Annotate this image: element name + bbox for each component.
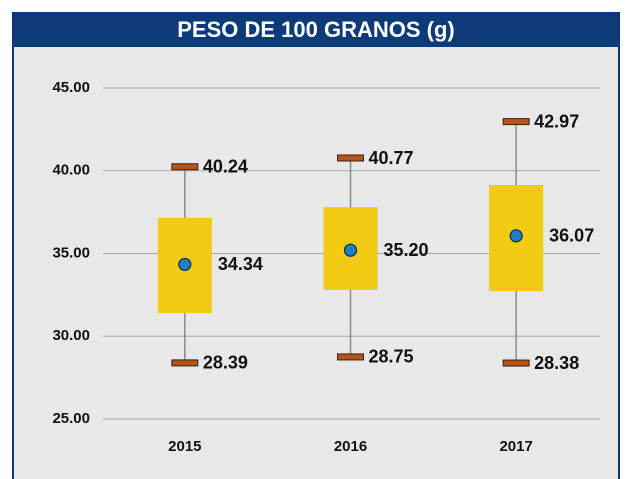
y-tick-label: 25.00 [52,410,90,427]
y-tick-label: 30.00 [52,327,90,344]
y-tick-label: 35.00 [52,244,90,261]
value-label: 36.07 [549,226,594,246]
whisker-cap [171,163,199,171]
whisker-cap [171,359,199,367]
value-label: 28.75 [369,347,414,367]
whisker-cap [337,353,364,361]
value-label: 35.20 [384,240,429,260]
mean-dot [343,243,358,257]
chart-title: PESO DE 100 GRANOS (g) [177,17,455,42]
whisker-cap [502,118,530,126]
x-tick-label: 2015 [168,438,201,455]
value-label: 40.24 [203,157,248,177]
value-label: 40.77 [369,148,414,168]
mean-dot [509,229,523,243]
value-label: 28.39 [203,353,248,373]
value-label: 34.34 [218,254,263,274]
title-banner [13,13,619,47]
y-tick-label: 40.00 [52,162,90,179]
whisker-cap [337,154,364,162]
x-tick-label: 2016 [334,438,367,455]
value-label: 28.38 [534,353,579,373]
y-tick-label: 45.00 [52,79,90,96]
whisker-cap [502,359,530,367]
value-label: 42.97 [534,111,579,131]
mean-dot [178,257,192,272]
x-tick-label: 2017 [499,438,532,455]
